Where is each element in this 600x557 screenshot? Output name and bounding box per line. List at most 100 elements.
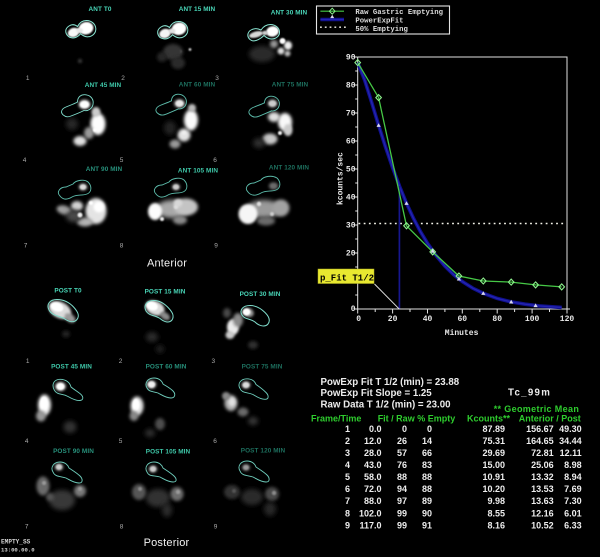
svg-text:25.06: 25.06	[531, 460, 554, 470]
svg-text:13.63: 13.63	[531, 496, 554, 506]
svg-text:Kcounts**: Kcounts**	[467, 414, 511, 424]
svg-text:Tc_99m: Tc_99m	[508, 388, 551, 399]
svg-text:70: 70	[346, 110, 356, 119]
svg-text:9.98: 9.98	[487, 496, 505, 506]
svg-text:13.53: 13.53	[531, 484, 554, 494]
svg-text:8.94: 8.94	[564, 472, 582, 482]
svg-text:12.11: 12.11	[560, 448, 582, 458]
svg-text:40: 40	[346, 194, 356, 203]
svg-text:ANT 60 MIN: ANT 60 MIN	[179, 82, 216, 89]
svg-text:Anterior: Anterior	[147, 258, 187, 270]
svg-text:57: 57	[397, 448, 407, 458]
svg-text:40: 40	[423, 315, 433, 324]
svg-text:89: 89	[422, 496, 432, 506]
svg-text:88: 88	[397, 472, 407, 482]
svg-text:3: 3	[215, 75, 219, 82]
svg-text:5: 5	[119, 438, 123, 445]
svg-text:ANT T0: ANT T0	[89, 6, 112, 13]
svg-text:POST 15 MIN: POST 15 MIN	[145, 289, 186, 296]
svg-text:EMPTY_SS: EMPTY_SS	[1, 539, 31, 546]
svg-text:100: 100	[525, 315, 540, 324]
svg-text:Raw Data T 1/2 (min) = 23.00: Raw Data T 1/2 (min) = 23.00	[321, 399, 451, 410]
svg-text:8.55: 8.55	[487, 508, 505, 518]
svg-text:9: 9	[214, 243, 218, 250]
svg-text:120: 120	[560, 315, 575, 324]
svg-text:POST 120 MIN: POST 120 MIN	[241, 448, 286, 455]
svg-text:9: 9	[345, 520, 350, 530]
svg-text:Fit / Raw % Empty: Fit / Raw % Empty	[378, 414, 456, 424]
svg-text:POST 45 MIN: POST 45 MIN	[51, 364, 92, 371]
svg-text:13.32: 13.32	[531, 472, 554, 482]
svg-text:6.01: 6.01	[564, 508, 582, 518]
svg-text:1: 1	[345, 424, 350, 434]
svg-text:7: 7	[345, 496, 350, 506]
svg-text:60: 60	[346, 138, 356, 147]
svg-text:66: 66	[422, 448, 432, 458]
svg-text:72.81: 72.81	[531, 448, 554, 458]
svg-text:8: 8	[345, 508, 350, 518]
svg-text:4: 4	[345, 460, 350, 470]
svg-text:POST 75 MIN: POST 75 MIN	[242, 364, 283, 371]
svg-text:p_Fit T1/2: p_Fit T1/2	[320, 274, 374, 284]
svg-text:ANT 15 MIN: ANT 15 MIN	[179, 6, 216, 13]
svg-text:26: 26	[397, 436, 407, 446]
svg-text:102.0: 102.0	[359, 508, 382, 518]
svg-text:156.67: 156.67	[526, 424, 554, 434]
svg-text:Minutes: Minutes	[445, 329, 479, 338]
svg-text:90: 90	[346, 54, 356, 63]
svg-text:58.0: 58.0	[364, 472, 382, 482]
svg-text:1: 1	[26, 358, 30, 365]
svg-text:0: 0	[427, 424, 432, 434]
svg-text:50: 50	[346, 166, 356, 175]
svg-text:9: 9	[214, 524, 218, 531]
svg-text:99: 99	[397, 508, 407, 518]
svg-text:POST 90 MIN: POST 90 MIN	[53, 448, 94, 455]
svg-text:88: 88	[422, 472, 432, 482]
svg-text:8.98: 8.98	[564, 460, 582, 470]
svg-text:75.31: 75.31	[482, 436, 505, 446]
svg-text:28.0: 28.0	[364, 448, 382, 458]
svg-text:ANT 90 MIN: ANT 90 MIN	[86, 166, 123, 173]
svg-text:20: 20	[388, 315, 398, 324]
svg-text:2: 2	[119, 358, 123, 365]
svg-text:20: 20	[346, 250, 356, 259]
svg-text:8: 8	[120, 243, 124, 250]
svg-text:34.44: 34.44	[559, 436, 582, 446]
svg-text:ANT 105 MIN: ANT 105 MIN	[178, 168, 218, 175]
svg-text:72.0: 72.0	[364, 484, 382, 494]
svg-text:POST 30 MIN: POST 30 MIN	[240, 291, 281, 298]
svg-text:Posterior: Posterior	[144, 537, 190, 549]
svg-text:Anterior / Post: Anterior / Post	[519, 414, 581, 424]
svg-text:ANT 30 MIN: ANT 30 MIN	[271, 10, 308, 17]
svg-text:8: 8	[120, 524, 124, 531]
svg-text:POST 60 MIN: POST 60 MIN	[146, 364, 187, 371]
svg-text:4: 4	[23, 157, 27, 164]
svg-text:99: 99	[397, 520, 407, 530]
svg-text:4: 4	[25, 438, 29, 445]
svg-text:6.33: 6.33	[564, 520, 582, 530]
svg-text:3: 3	[345, 448, 350, 458]
svg-text:94: 94	[397, 484, 407, 494]
svg-text:29.69: 29.69	[482, 448, 505, 458]
svg-text:Raw Gastric Emptying: Raw Gastric Emptying	[355, 9, 443, 17]
svg-text:PowerExpFit: PowerExpFit	[355, 18, 403, 26]
svg-text:0: 0	[351, 305, 356, 314]
svg-text:7: 7	[25, 524, 29, 531]
svg-text:83: 83	[422, 460, 432, 470]
svg-text:97: 97	[397, 496, 407, 506]
svg-text:ANT 75 MIN: ANT 75 MIN	[272, 82, 309, 89]
svg-text:Frame/Time: Frame/Time	[311, 414, 361, 424]
svg-text:kcounts/sec: kcounts/sec	[336, 152, 345, 205]
svg-text:30: 30	[346, 222, 356, 231]
svg-text:POST T0: POST T0	[54, 288, 82, 295]
svg-text:7: 7	[24, 243, 28, 250]
svg-text:6: 6	[213, 157, 217, 164]
svg-text:ANT 120 MIN: ANT 120 MIN	[269, 165, 309, 172]
svg-text:7.69: 7.69	[564, 484, 582, 494]
svg-text:13:00.00.0: 13:00.00.0	[1, 547, 35, 554]
svg-text:14: 14	[422, 436, 432, 446]
svg-text:50% Emptying: 50% Emptying	[355, 26, 408, 34]
svg-text:117.0: 117.0	[359, 520, 381, 530]
svg-text:7.30: 7.30	[564, 496, 582, 506]
svg-text:12.16: 12.16	[531, 508, 554, 518]
